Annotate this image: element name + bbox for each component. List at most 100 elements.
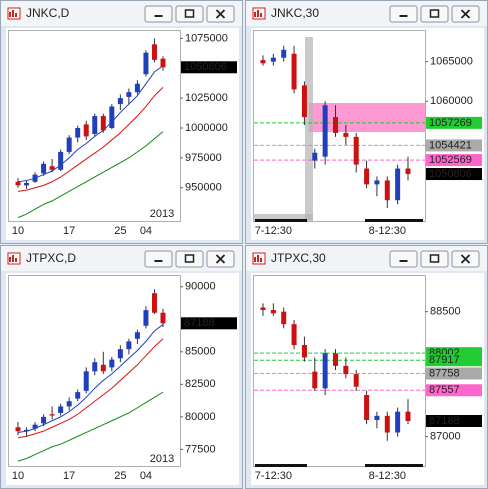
price-box xyxy=(426,354,482,367)
close-button[interactable] xyxy=(451,250,480,268)
moving-average xyxy=(17,338,164,439)
candle-body xyxy=(117,349,123,359)
close-button[interactable] xyxy=(206,250,235,268)
y-tick-label: 975000 xyxy=(185,152,222,164)
close-button[interactable] xyxy=(451,5,480,23)
price-box xyxy=(426,139,482,152)
y-tick-label: 1025000 xyxy=(185,92,228,104)
candle-body xyxy=(49,414,55,416)
y-tick-label: 87000 xyxy=(430,431,461,443)
button-icon xyxy=(215,9,226,19)
candle-body xyxy=(160,58,166,68)
button[interactable] xyxy=(175,5,204,23)
maximize-button[interactable] xyxy=(175,5,204,23)
y-tick-label: 88500 xyxy=(430,306,461,318)
highlight-zone xyxy=(309,103,425,132)
candle-body xyxy=(270,57,276,62)
minimize-button[interactable] xyxy=(144,250,173,268)
candle-body xyxy=(143,52,149,75)
minimize-button[interactable] xyxy=(144,5,173,23)
button[interactable] xyxy=(420,250,449,268)
candle-body xyxy=(117,98,123,105)
button-icon xyxy=(154,260,163,262)
candle-body xyxy=(281,311,287,325)
candle-body xyxy=(374,180,380,185)
chart-window: JTPXC,D 2013 77500 80000 82500 85000 90000 10 17… xyxy=(0,245,243,489)
price-box xyxy=(426,168,482,181)
y-tick-label: 80000 xyxy=(185,411,216,423)
candle-body xyxy=(24,429,30,432)
session-bar xyxy=(255,219,307,222)
candle-body xyxy=(291,324,297,345)
maximize-button[interactable] xyxy=(175,250,204,268)
y-tick-label: 85000 xyxy=(185,346,216,358)
candle-body xyxy=(83,124,89,137)
price-label: 1050806 xyxy=(429,168,472,180)
button[interactable] xyxy=(144,250,173,268)
moving-average xyxy=(17,131,164,219)
candle-body xyxy=(126,92,132,97)
maximize-button[interactable] xyxy=(420,250,449,268)
candle-body xyxy=(92,362,98,372)
button[interactable] xyxy=(389,5,418,23)
candle-body xyxy=(260,60,266,64)
year-label: 2013 xyxy=(150,208,174,220)
maximize-button[interactable] xyxy=(420,5,449,23)
window-icon xyxy=(252,252,266,265)
candle-body xyxy=(15,181,21,186)
button-icon xyxy=(460,254,471,264)
candle-body xyxy=(134,83,140,93)
window-title: JNKC,30 xyxy=(271,6,319,20)
candle-body xyxy=(270,310,276,314)
candle-body xyxy=(151,293,157,313)
candle-body xyxy=(58,151,64,170)
candle-body xyxy=(15,427,21,432)
candle-body xyxy=(291,53,297,90)
button[interactable] xyxy=(175,250,204,268)
button-icon xyxy=(399,15,408,17)
y-tick-label: 1065000 xyxy=(430,56,473,68)
window-icon xyxy=(7,7,21,20)
button[interactable] xyxy=(389,250,418,268)
session-bar xyxy=(365,464,423,467)
minimize-button[interactable] xyxy=(389,250,418,268)
candle-body xyxy=(353,136,359,165)
candle-body xyxy=(333,117,338,133)
y-tick-label: 1075000 xyxy=(185,32,228,44)
button[interactable] xyxy=(420,5,449,23)
x-tick-label: 25 xyxy=(114,470,126,482)
price-box xyxy=(426,154,482,167)
chart-window: JNKC,30 1060000 1065000 7-12:30 8-12:30 10572… xyxy=(245,0,488,244)
window-title: JTPXC,D xyxy=(26,251,76,265)
x-tick-label: 04 xyxy=(140,470,152,482)
x-tick-label: 7-12:30 xyxy=(255,225,292,237)
session-bar xyxy=(255,464,307,467)
price-label: 1052569 xyxy=(429,154,472,166)
window-icon xyxy=(7,252,21,265)
candle-body xyxy=(134,332,140,339)
price-label: 87188 xyxy=(429,415,460,427)
x-tick-label: 17 xyxy=(63,470,75,482)
candle-body xyxy=(322,105,328,157)
candle-body xyxy=(109,106,115,128)
candle-body xyxy=(100,364,106,372)
close-button[interactable] xyxy=(206,5,235,23)
candle-body xyxy=(66,401,72,407)
price-label: 1050806 xyxy=(184,61,227,73)
candle-body xyxy=(41,416,47,424)
button[interactable] xyxy=(144,5,173,23)
candle-body xyxy=(83,371,89,391)
candle-body xyxy=(374,415,380,420)
candle-body xyxy=(24,182,30,186)
moving-average xyxy=(17,391,164,462)
candle-body xyxy=(75,392,81,399)
selection-shadow xyxy=(305,37,313,220)
x-tick-label: 10 xyxy=(12,225,24,237)
minimize-button[interactable] xyxy=(389,5,418,23)
candle-body xyxy=(333,353,338,366)
price-box xyxy=(426,367,482,380)
price-label: 1057269 xyxy=(429,117,472,129)
y-tick-label: 77500 xyxy=(185,443,216,455)
button-icon xyxy=(429,9,440,18)
